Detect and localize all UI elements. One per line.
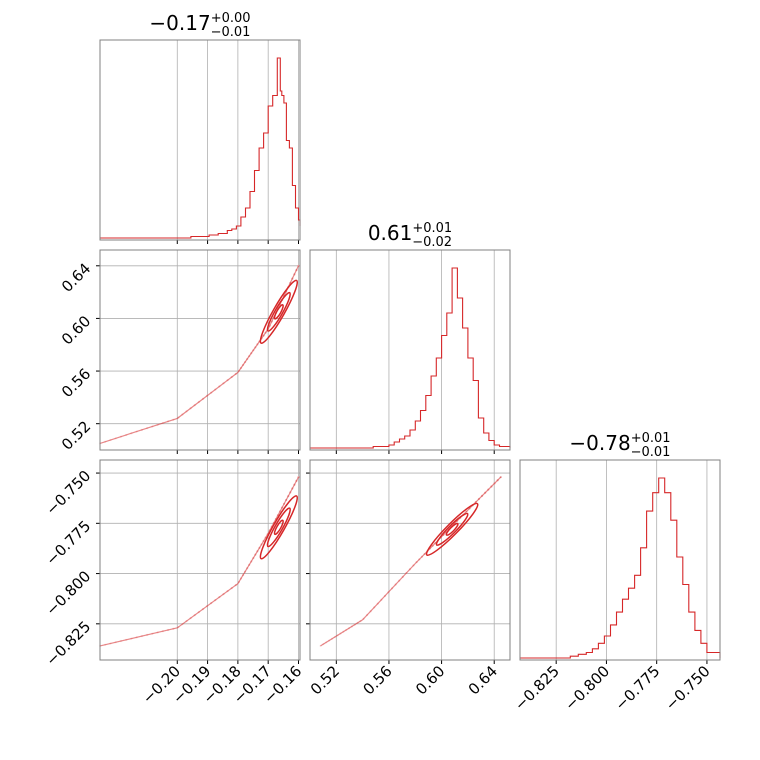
- y-tick-label: −0.800: [42, 567, 94, 619]
- contour-level: [273, 304, 284, 320]
- y-tick-label: 0.60: [58, 312, 94, 348]
- density-ridge: [99, 476, 300, 647]
- y-tick-label: 0.52: [58, 417, 94, 453]
- histogram-panel-param0: [99, 39, 301, 244]
- title-param1: 0.61+0.01 −0.02: [368, 221, 452, 250]
- histogram-panel-param1: [309, 249, 511, 454]
- y-tick-label: 0.64: [58, 259, 94, 295]
- panel-frame: [309, 459, 511, 661]
- contour-level: [425, 502, 479, 556]
- title-param0: −0.17+0.00 −0.01: [149, 11, 250, 40]
- contour-panel-param0-param2: [96, 459, 301, 664]
- contour-level: [273, 519, 284, 536]
- contour-level: [445, 522, 459, 536]
- x-tick-label: −0.825: [511, 662, 563, 714]
- y-tick-label: −0.775: [42, 517, 94, 569]
- x-tick-label: 0.64: [465, 662, 501, 698]
- contour-level: [259, 495, 299, 560]
- histogram-step-line: [310, 267, 511, 449]
- y-tick-label: 0.56: [58, 365, 94, 401]
- contour-level: [259, 279, 299, 345]
- contour-level: [266, 507, 291, 548]
- panel-frame: [309, 249, 511, 451]
- density-ridge: [320, 476, 502, 647]
- panel-frame: [99, 459, 301, 661]
- x-tick-label: 0.52: [307, 662, 343, 698]
- y-tick-label: −0.750: [42, 467, 94, 519]
- x-tick-label: −0.750: [662, 662, 714, 714]
- density-ridge: [99, 265, 300, 444]
- contour-level: [435, 512, 469, 546]
- panel-frame: [99, 39, 301, 241]
- contour-level: [266, 291, 291, 332]
- x-tick-label: −0.775: [612, 662, 664, 714]
- panel-frame: [99, 249, 301, 451]
- x-tick-label: 0.60: [412, 662, 448, 698]
- title-param2: −0.78+0.01 −0.01: [569, 431, 670, 460]
- histogram-panel-param2: [519, 459, 721, 664]
- y-tick-label: −0.825: [42, 617, 94, 669]
- contour-panel-param1-param2: [306, 459, 511, 664]
- x-tick-label: 0.56: [359, 662, 395, 698]
- contour-panel-param0-param1: [96, 249, 301, 454]
- histogram-step-line: [520, 477, 721, 659]
- panel-frame: [519, 459, 721, 661]
- histogram-step-line: [100, 57, 301, 239]
- x-tick-label: −0.800: [561, 662, 613, 714]
